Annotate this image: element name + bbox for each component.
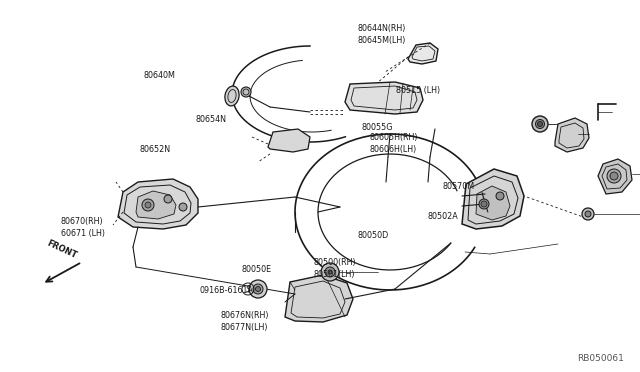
Polygon shape	[555, 118, 589, 152]
Polygon shape	[268, 129, 310, 152]
Text: 80502A: 80502A	[428, 212, 458, 221]
Circle shape	[142, 199, 154, 211]
Text: 80640M: 80640M	[144, 71, 176, 80]
Circle shape	[585, 211, 591, 217]
Circle shape	[496, 192, 504, 200]
Ellipse shape	[536, 119, 545, 128]
Polygon shape	[476, 186, 510, 220]
Text: 80676N(RH)
80677N(LH): 80676N(RH) 80677N(LH)	[221, 311, 269, 332]
Circle shape	[479, 199, 489, 209]
Circle shape	[607, 169, 621, 183]
Polygon shape	[136, 191, 176, 219]
Text: 80050D: 80050D	[357, 231, 388, 240]
Polygon shape	[408, 43, 438, 64]
Text: S: S	[246, 285, 250, 294]
Circle shape	[481, 201, 487, 207]
Circle shape	[325, 267, 335, 277]
Circle shape	[241, 87, 251, 97]
Text: 80515 (LH): 80515 (LH)	[396, 86, 440, 95]
Circle shape	[164, 195, 172, 203]
Text: 80652N: 80652N	[140, 145, 171, 154]
Text: 80055G: 80055G	[362, 123, 393, 132]
Text: 80644N(RH)
80645M(LH): 80644N(RH) 80645M(LH)	[357, 24, 406, 45]
Text: 80500(RH)
80501(LH): 80500(RH) 80501(LH)	[314, 258, 356, 279]
Ellipse shape	[538, 122, 543, 126]
Circle shape	[321, 263, 339, 281]
Text: 80605H(RH)
80606H(LH): 80605H(RH) 80606H(LH)	[370, 133, 419, 154]
Polygon shape	[345, 82, 423, 114]
Polygon shape	[598, 159, 632, 194]
Circle shape	[328, 270, 332, 274]
Text: 80050E: 80050E	[242, 265, 272, 274]
Circle shape	[249, 280, 267, 298]
Ellipse shape	[532, 116, 548, 132]
Ellipse shape	[225, 86, 239, 106]
Polygon shape	[285, 275, 353, 322]
Text: 80570M: 80570M	[443, 182, 475, 191]
Text: FRONT: FRONT	[45, 238, 78, 260]
Circle shape	[582, 208, 594, 220]
Circle shape	[253, 284, 263, 294]
Text: 80670(RH)
60671 (LH): 80670(RH) 60671 (LH)	[61, 217, 105, 238]
Polygon shape	[462, 169, 524, 229]
Circle shape	[145, 202, 151, 208]
Text: RB050061: RB050061	[577, 354, 624, 363]
Circle shape	[179, 203, 187, 211]
Circle shape	[255, 286, 260, 292]
Polygon shape	[118, 179, 198, 229]
Text: 80654N: 80654N	[195, 115, 226, 124]
Text: 0916B-6161A: 0916B-6161A	[200, 286, 253, 295]
Circle shape	[610, 172, 618, 180]
